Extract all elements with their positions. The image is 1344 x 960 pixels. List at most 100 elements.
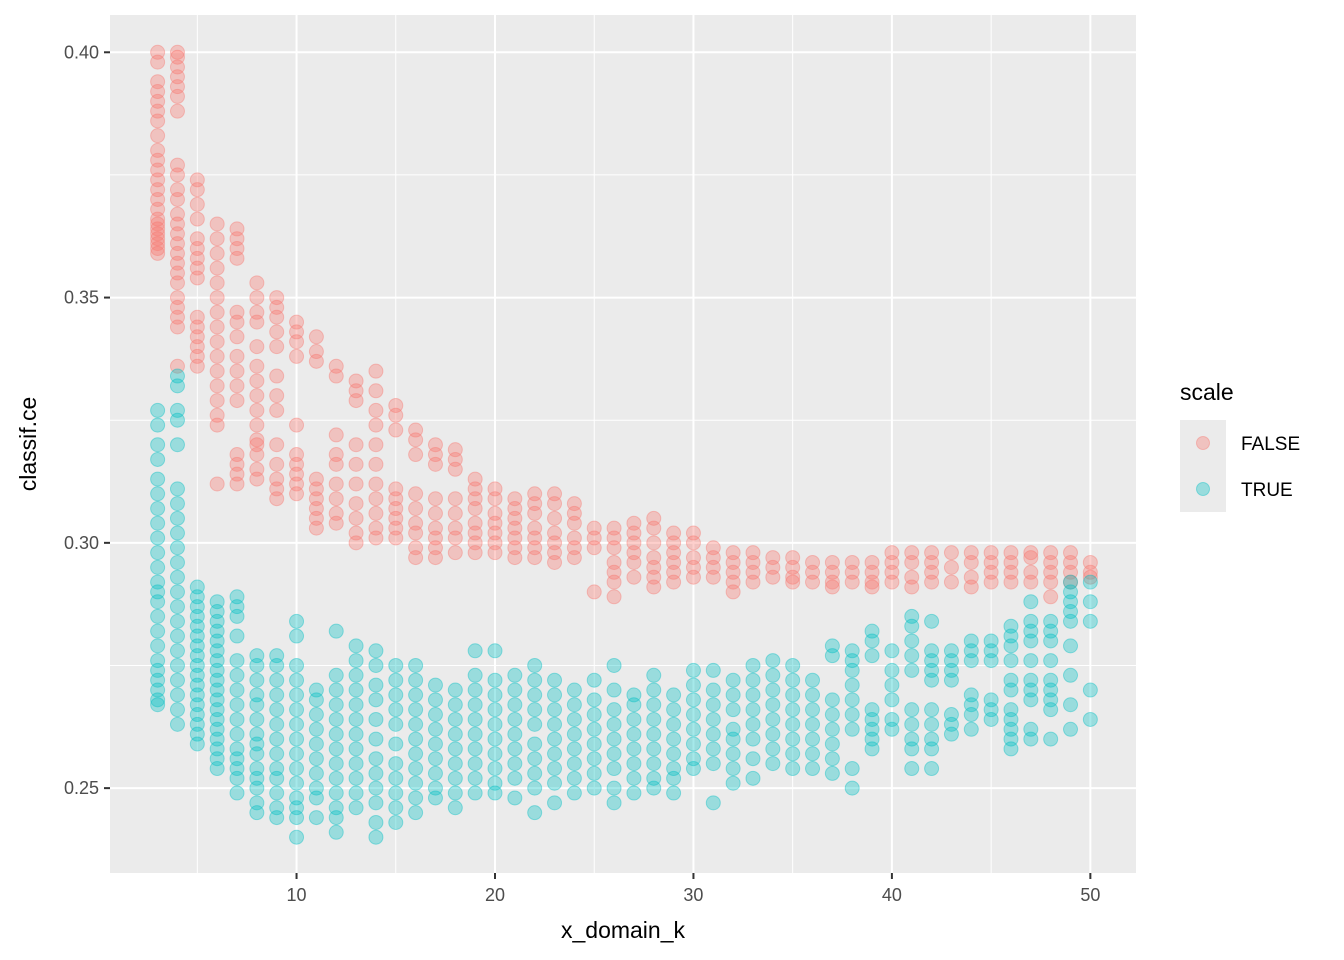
- data-point-false: [527, 540, 543, 556]
- data-point-true: [388, 657, 404, 673]
- data-point-true: [765, 682, 781, 698]
- data-point-true: [566, 770, 582, 786]
- data-point-true: [745, 731, 761, 747]
- data-point-true: [1043, 692, 1059, 708]
- data-point-true: [943, 726, 959, 742]
- data-point-true: [1003, 731, 1019, 747]
- data-point-true: [864, 741, 880, 757]
- data-point-true: [765, 741, 781, 757]
- data-point-false: [666, 574, 682, 590]
- data-point-true: [467, 770, 483, 786]
- data-point-true: [328, 756, 344, 772]
- data-point-false: [467, 525, 483, 541]
- data-point-false: [269, 309, 285, 325]
- data-point-true: [169, 687, 185, 703]
- data-point-true: [487, 716, 503, 732]
- data-point-true: [1063, 638, 1079, 654]
- data-point-true: [884, 662, 900, 678]
- data-point-false: [705, 559, 721, 575]
- data-point-false: [467, 515, 483, 531]
- data-point-false: [685, 550, 701, 566]
- data-point-true: [388, 814, 404, 830]
- data-point-false: [447, 461, 463, 477]
- data-point-true: [824, 707, 840, 723]
- data-point-true: [963, 721, 979, 737]
- data-point-true: [249, 697, 265, 713]
- data-point-false: [209, 216, 225, 232]
- data-point-false: [427, 550, 443, 566]
- data-point-false: [150, 226, 166, 242]
- data-point-true: [1082, 711, 1098, 727]
- data-point-false: [169, 290, 185, 306]
- data-point-false: [527, 505, 543, 521]
- data-point-false: [328, 476, 344, 492]
- data-point-true: [1043, 623, 1059, 639]
- data-point-false: [249, 471, 265, 487]
- data-point-true: [308, 721, 324, 737]
- data-point-false: [1003, 545, 1019, 561]
- data-point-false: [209, 393, 225, 409]
- data-point-false: [189, 182, 205, 198]
- data-point-false: [229, 304, 245, 320]
- data-point-true: [368, 814, 384, 830]
- data-point-true: [586, 692, 602, 708]
- data-point-true: [269, 810, 285, 826]
- data-point-true: [606, 761, 622, 777]
- data-point-false: [169, 167, 185, 183]
- data-point-false: [943, 574, 959, 590]
- data-point-true: [368, 751, 384, 767]
- data-point-true: [189, 618, 205, 634]
- data-point-true: [666, 785, 682, 801]
- data-point-true: [1063, 667, 1079, 683]
- data-point-false: [169, 49, 185, 65]
- data-point-true: [884, 692, 900, 708]
- data-point-true: [348, 726, 364, 742]
- data-point-false: [269, 368, 285, 384]
- data-point-true: [249, 711, 265, 727]
- data-point-false: [785, 574, 801, 590]
- data-point-true: [884, 677, 900, 693]
- data-point-true: [209, 741, 225, 757]
- data-point-true: [427, 677, 443, 693]
- data-point-false: [408, 525, 424, 541]
- data-point-true: [229, 785, 245, 801]
- data-point-false: [249, 417, 265, 433]
- legend-title: scale: [1180, 379, 1234, 405]
- legend-key-background: [1180, 420, 1226, 512]
- data-point-true: [527, 765, 543, 781]
- data-point-true: [308, 682, 324, 698]
- data-point-true: [150, 594, 166, 610]
- data-point-true: [308, 765, 324, 781]
- data-point-false: [189, 358, 205, 374]
- data-point-true: [308, 707, 324, 723]
- data-point-true: [169, 412, 185, 428]
- data-point-true: [765, 726, 781, 742]
- data-point-true: [1063, 604, 1079, 620]
- data-point-true: [388, 687, 404, 703]
- data-point-true: [269, 648, 285, 664]
- data-point-false: [209, 245, 225, 261]
- data-point-false: [447, 451, 463, 467]
- data-point-false: [785, 559, 801, 575]
- data-point-false: [150, 103, 166, 119]
- data-point-true: [963, 633, 979, 649]
- data-point-true: [1003, 721, 1019, 737]
- data-point-false: [308, 491, 324, 507]
- data-point-false: [328, 358, 344, 374]
- data-point-true: [844, 780, 860, 796]
- data-point-true: [824, 765, 840, 781]
- data-point-true: [348, 756, 364, 772]
- data-point-true: [685, 662, 701, 678]
- data-point-true: [229, 682, 245, 698]
- data-point-false: [150, 128, 166, 144]
- data-point-true: [427, 707, 443, 723]
- data-point-true: [983, 702, 999, 718]
- data-point-false: [388, 530, 404, 546]
- data-point-true: [209, 711, 225, 727]
- plot-panel: [110, 15, 1136, 873]
- data-point-true: [308, 736, 324, 752]
- data-point-true: [150, 672, 166, 688]
- data-point-false: [586, 520, 602, 536]
- data-point-false: [169, 309, 185, 325]
- data-point-false: [368, 520, 384, 536]
